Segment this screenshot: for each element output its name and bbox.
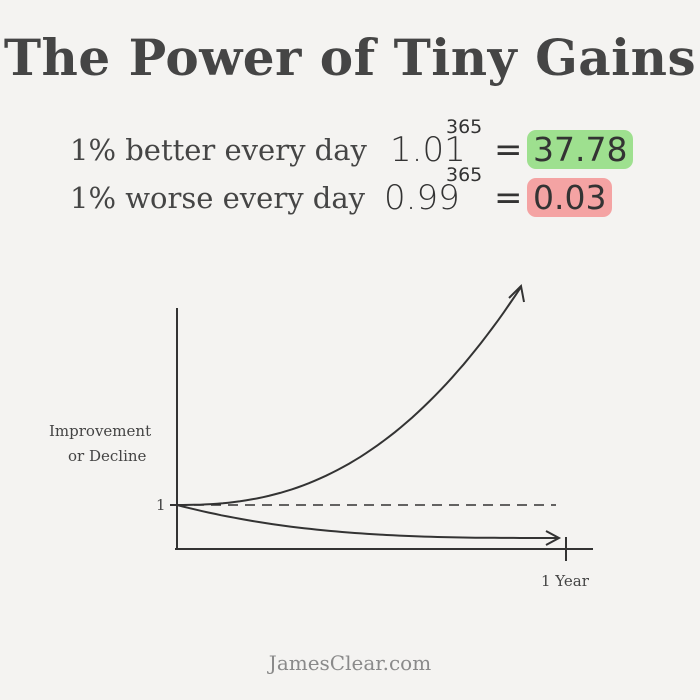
footer-brand: JamesClear.com bbox=[268, 651, 432, 675]
better-base: 1.01 bbox=[390, 130, 466, 170]
better-exponent: 365 bbox=[446, 116, 483, 138]
worse-label: 1% worse every day bbox=[70, 181, 366, 215]
better-result: 37.78 bbox=[527, 130, 634, 169]
better-label: 1% better every day bbox=[70, 133, 367, 167]
page-title: The Power of Tiny Gains bbox=[3, 28, 697, 87]
decline-curve bbox=[176, 504, 558, 539]
y-axis-label-line2: or Decline bbox=[68, 447, 147, 465]
worse-exponent: 365 bbox=[446, 164, 483, 186]
worse-equals: = bbox=[494, 178, 523, 218]
x-tick-label: 1 Year bbox=[541, 572, 589, 590]
y-axis-label-line1: Improvement bbox=[49, 422, 152, 440]
y-tick-label: 1 bbox=[156, 496, 166, 514]
improvement-arrowhead bbox=[508, 283, 525, 303]
better-equals: = bbox=[494, 130, 523, 170]
worse-result: 0.03 bbox=[527, 178, 613, 217]
worse-base: 0.99 bbox=[384, 178, 460, 218]
improvement-curve bbox=[177, 286, 522, 506]
decline-arrowhead bbox=[545, 530, 562, 546]
